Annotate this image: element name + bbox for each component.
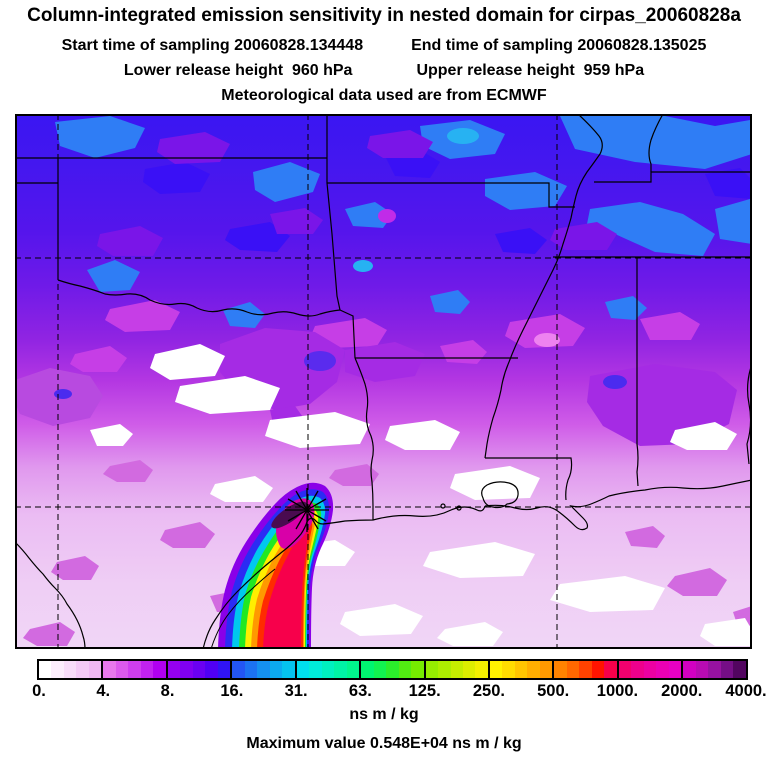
colorbar-tick: 500. — [537, 682, 570, 700]
colorbar-cell — [502, 661, 515, 678]
colorbar-tick-labels: 0. 4. 8. 16. 31. 63. 125. 250. 500. 1000. 2000. 400… — [0, 682, 768, 702]
end-time-text: End time of sampling 20060828.135025 — [411, 37, 707, 54]
colorbar-cell — [398, 661, 412, 678]
colorbar-cell — [720, 661, 734, 678]
colorbar-cell — [604, 661, 617, 678]
colorbar-units: ns m / kg — [349, 706, 419, 723]
colorbar-cell — [115, 661, 129, 678]
colorbar-tick: 8. — [160, 682, 175, 700]
colorbar-cell — [552, 661, 567, 678]
colorbar-cell — [51, 661, 64, 678]
colorbar-cell — [462, 661, 476, 678]
colorbar-cell — [359, 661, 374, 678]
colorbar-cell — [39, 661, 52, 678]
colorbar-tick: 125. — [408, 682, 441, 700]
colorbar-cell — [165, 661, 181, 678]
maximum-value-text: Maximum value 0.548E+04 ns m / kg — [246, 735, 522, 752]
colorbar-cell — [411, 661, 424, 678]
colorbar-cell — [527, 661, 540, 678]
state-borders — [15, 113, 753, 520]
colorbar-cell — [668, 661, 682, 678]
lower-release-text: Lower release height 960 hPa — [123, 62, 353, 79]
colorbar-cell — [631, 661, 644, 678]
colorbar-cell — [386, 661, 399, 678]
colorbar-tick: 1000. — [596, 682, 639, 700]
met-source-text: Meteorological data used are from ECMWF — [221, 87, 547, 104]
colorbar-cell — [334, 661, 347, 678]
colorbar-tick: 16. — [220, 682, 244, 700]
colorbar-cell — [101, 661, 116, 678]
colorbar-tick: 0. — [32, 682, 46, 700]
colorbar-tick: 250. — [472, 682, 505, 700]
colorbar-cell — [681, 661, 696, 678]
colorbar-cell — [309, 661, 322, 678]
colorbar-cell — [475, 661, 488, 678]
colorbar-cell — [88, 661, 102, 678]
release-point-marker-icon — [285, 488, 329, 532]
sensitivity-field-patches — [15, 114, 752, 646]
colorbar-cell — [180, 661, 193, 678]
start-time-text: Start time of sampling 20060828.134448 — [61, 37, 364, 54]
colorbar-cell — [566, 661, 580, 678]
map-panel — [14, 113, 753, 650]
colorbar-tick: 2000. — [661, 682, 703, 700]
colorbar-cell — [695, 661, 709, 678]
emission-plume — [218, 482, 334, 649]
colorbar-cell — [244, 661, 258, 678]
map-frame — [15, 114, 752, 649]
colorbar-cell — [514, 661, 528, 678]
colorbar-cell — [643, 661, 657, 678]
colorbar-cell — [217, 661, 231, 678]
colorbar-cell — [708, 661, 721, 678]
colorbar-cell — [346, 661, 360, 678]
release-heights-line: Lower release height 960 hPa Upper relea… — [0, 62, 768, 80]
colorbar-tick: 31. — [284, 682, 308, 700]
colorbar-cell — [487, 661, 503, 678]
colorbar-cell — [205, 661, 218, 678]
upper-release-text: Upper release height 959 hPa — [416, 62, 645, 79]
colorbar-cell — [192, 661, 206, 678]
colorbar-tick: 4. — [96, 682, 111, 700]
colorbar-cell — [591, 661, 605, 678]
colorbar-cell — [63, 661, 77, 678]
colorbar-cell — [282, 661, 295, 678]
colorbar-cell — [450, 661, 463, 678]
colorbar-cell — [438, 661, 451, 678]
colorbar-cell — [579, 661, 592, 678]
colorbar-cell — [423, 661, 439, 678]
colorbar-cell — [733, 661, 746, 678]
colorbar-cell — [616, 661, 632, 678]
colorbar-cell — [128, 661, 141, 678]
colorbar-cell — [269, 661, 283, 678]
map-canvas — [14, 113, 753, 650]
met-source-line: Meteorological data used are from ECMWF — [0, 87, 768, 105]
colorbar-cell — [656, 661, 669, 678]
colorbar-tick: 4000. — [725, 682, 767, 700]
colorbar-cell — [140, 661, 154, 678]
page-title: Column-integrated emission sensitivity i… — [27, 5, 741, 26]
colorbar-cell — [76, 661, 89, 678]
colorbar-cell — [373, 661, 387, 678]
gridlines — [15, 114, 752, 649]
colorbar-cell — [257, 661, 270, 678]
colorbar-tick: 63. — [348, 682, 372, 700]
colorbar-cell — [321, 661, 335, 678]
sampling-times-line: Start time of sampling 20060828.134448 E… — [0, 37, 768, 55]
colorbar-cell — [539, 661, 553, 678]
colorbar-cell — [230, 661, 245, 678]
colorbar — [37, 659, 748, 680]
colorbar-cell — [294, 661, 310, 678]
colorbar-cell — [153, 661, 166, 678]
